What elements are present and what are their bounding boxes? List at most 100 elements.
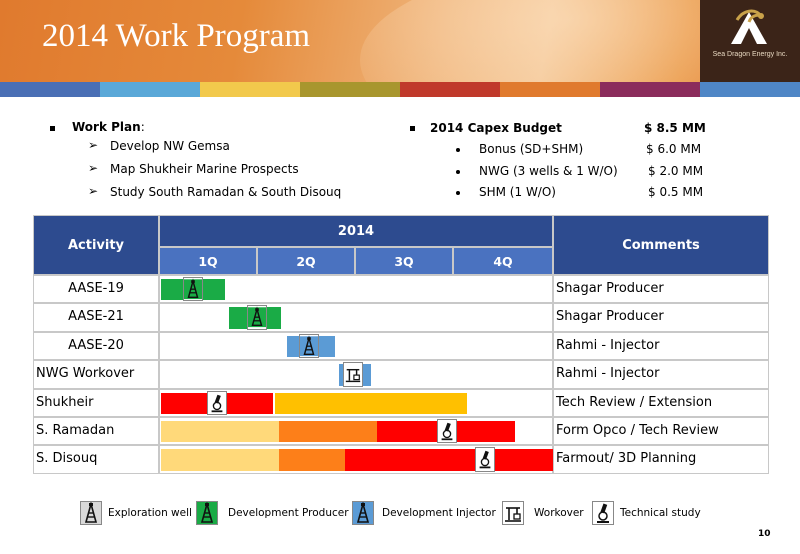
comment-cell	[553, 275, 769, 304]
bullet-dot	[456, 148, 460, 152]
comment-cell	[553, 417, 769, 446]
activity-cell	[33, 360, 159, 389]
timeline-cell	[159, 417, 553, 446]
table-row: Shukheir Tech Review / Extension	[33, 388, 769, 417]
activity-label: AASE-20	[68, 337, 124, 353]
exploration-well-icon	[80, 501, 102, 525]
header-banner: 2014 Work Program	[0, 0, 800, 82]
bullet-dot	[456, 170, 460, 174]
technical-study-icon	[592, 501, 614, 525]
workover-icon	[502, 501, 524, 525]
capex-heading: 2014 Capex Budget	[430, 121, 562, 135]
gantt-bar	[279, 421, 377, 443]
comment-cell	[553, 331, 769, 361]
capex-item-value: $ 6.0 MM	[646, 142, 702, 156]
gantt-bar	[275, 392, 467, 414]
timeline-cell	[159, 360, 553, 389]
work-plan-item: Study South Ramadan & South Disouq	[110, 185, 342, 199]
comment-label: Tech Review / Extension	[556, 394, 713, 410]
activity-label: S. Disouq	[36, 451, 98, 467]
table-row: NWG Workover Rahmi - Injector	[33, 360, 769, 389]
activity-label: Shukheir	[36, 394, 94, 410]
timeline-cell	[159, 275, 553, 304]
year-column-header: 2014	[159, 215, 553, 247]
comment-label: Shagar Producer	[556, 309, 664, 325]
stripe-segment	[700, 82, 800, 97]
gantt-bar	[345, 449, 553, 471]
activity-cell	[33, 275, 159, 304]
comment-cell	[553, 303, 769, 332]
work-program-table: Activity 2014 Comments 1Q 2Q 3Q 4Q AASE-…	[33, 215, 769, 474]
table-row: AASE-19 Shagar Producer	[33, 275, 769, 304]
gantt-bar	[279, 449, 345, 471]
comment-cell	[553, 360, 769, 389]
table-row: S. Ramadan Form Opco / Tech Review	[33, 417, 769, 446]
capex-item-label: Bonus (SD+SHM)	[479, 142, 584, 156]
legend-label: Technical study	[620, 507, 701, 519]
capex-item-value: $ 0.5 MM	[648, 185, 704, 199]
technical-study-icon	[207, 390, 227, 415]
stripe-segment	[300, 82, 400, 97]
activity-cell	[33, 445, 159, 474]
development-producer-icon	[196, 501, 218, 525]
development-producer-icon	[183, 277, 203, 302]
table-row: S. Disouq Farmout/ 3D Planning	[33, 445, 769, 474]
bullet-square	[50, 126, 55, 131]
stripe-segment	[500, 82, 600, 97]
timeline-cell	[159, 388, 553, 417]
gantt-bar	[161, 449, 279, 471]
quarter-header: 1Q	[159, 247, 257, 275]
development-injector-icon	[352, 501, 374, 525]
activity-label: AASE-21	[68, 309, 124, 325]
bullet-dot	[456, 191, 460, 195]
comment-label: Rahmi - Injector	[556, 337, 660, 353]
comment-cell	[553, 445, 769, 474]
company-name: Sea Dragon Energy Inc.	[712, 51, 788, 58]
capex-item-value: $ 2.0 MM	[648, 164, 704, 178]
timeline-cell	[159, 331, 553, 361]
development-producer-icon	[247, 305, 267, 330]
stripe-segment	[600, 82, 700, 97]
table-row: AASE-20 Rahmi - Injector	[33, 331, 769, 361]
stripe-segment	[100, 82, 200, 97]
legend-label: Exploration well	[108, 507, 192, 519]
legend-label: Development Injector	[382, 507, 496, 519]
comment-label: Rahmi - Injector	[556, 366, 660, 382]
comment-cell	[553, 388, 769, 417]
stripe-segment	[400, 82, 500, 97]
page-title: 2014 Work Program	[42, 18, 311, 54]
activity-cell	[33, 388, 159, 417]
work-plan-item: Develop NW Gemsa	[110, 139, 230, 153]
development-injector-icon	[299, 333, 319, 359]
technical-study-icon	[437, 419, 457, 444]
comments-column-header: Comments	[553, 215, 769, 275]
stripe-segment	[0, 82, 100, 97]
workover-icon	[343, 362, 363, 387]
technical-study-icon	[475, 447, 495, 472]
color-stripe	[0, 82, 800, 97]
bullet-square	[410, 126, 415, 131]
capex-total: $ 8.5 MM	[644, 121, 706, 135]
comment-label: Farmout/ 3D Planning	[556, 451, 697, 467]
comment-label: Shagar Producer	[556, 281, 664, 296]
work-plan-heading: Work Plan:	[72, 120, 145, 134]
activity-label: NWG Workover	[36, 366, 135, 382]
legend-label: Workover	[534, 507, 584, 519]
activity-column-header: Activity	[33, 215, 159, 275]
activity-cell	[33, 331, 159, 361]
activity-cell	[33, 303, 159, 332]
quarter-header: 3Q	[355, 247, 453, 275]
gantt-bar	[161, 421, 279, 443]
page-number: 10	[758, 529, 771, 539]
arrow-bullet-icon: ➢	[88, 161, 99, 175]
activity-label: AASE-19	[68, 281, 124, 296]
legend-label: Development Producer	[228, 507, 349, 519]
stripe-segment	[200, 82, 300, 97]
capex-item-label: NWG (3 wells & 1 W/O)	[479, 164, 618, 178]
quarter-header: 2Q	[257, 247, 355, 275]
arrow-bullet-icon: ➢	[88, 184, 99, 198]
comment-label: Form Opco / Tech Review	[556, 423, 719, 438]
arrow-bullet-icon: ➢	[88, 138, 99, 152]
timeline-cell	[159, 303, 553, 332]
activity-cell	[33, 417, 159, 446]
